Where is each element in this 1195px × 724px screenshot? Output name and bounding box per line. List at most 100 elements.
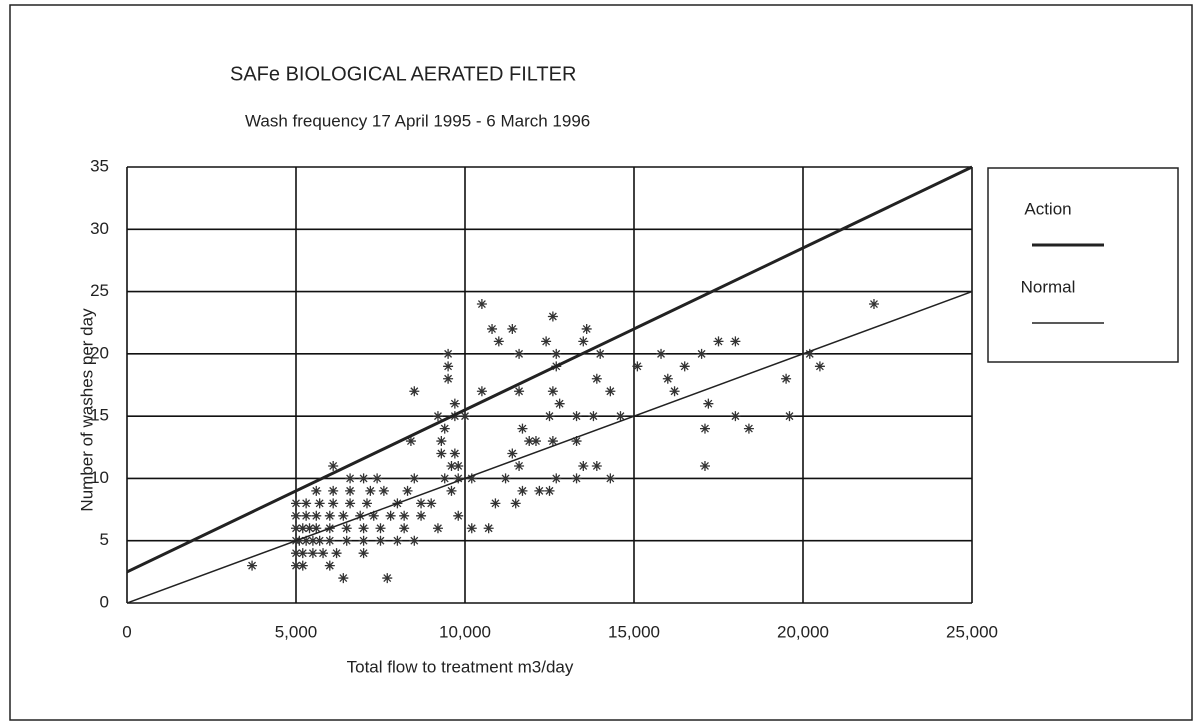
point [443,361,454,372]
chart-title: SAFe BIOLOGICAL AERATED FILTER [230,63,576,85]
point [449,448,460,459]
point [324,560,335,571]
point [507,448,518,459]
point [426,498,437,509]
point [301,510,312,521]
point [554,398,565,409]
point [730,411,741,422]
point [443,373,454,384]
x-tick-label: 0 [122,622,131,641]
point [355,510,366,521]
point [375,535,386,546]
point [571,411,582,422]
y-tick-label: 15 [90,406,109,425]
point [578,460,589,471]
point [699,460,710,471]
point [466,473,477,484]
point [432,411,443,422]
point [605,473,616,484]
point [307,548,318,559]
point [345,498,356,509]
point [669,386,680,397]
point [544,411,555,422]
point [453,510,464,521]
point [301,498,312,509]
point [358,535,369,546]
point [446,460,457,471]
point [699,423,710,434]
point [814,361,825,372]
y-tick-label: 35 [90,156,109,175]
point [679,361,690,372]
point [547,311,558,322]
point [514,386,525,397]
point [297,560,308,571]
point [443,348,454,359]
point [466,523,477,534]
point [507,323,518,334]
point [541,336,552,347]
y-tick-label: 0 [100,592,109,611]
point [483,523,494,534]
point [345,473,356,484]
point [804,348,815,359]
point [409,473,420,484]
point [368,510,379,521]
x-tick-label: 20,000 [777,622,829,641]
point [517,485,528,496]
point [416,510,427,521]
point [743,423,754,434]
point [291,560,301,571]
point [358,523,369,534]
point [399,523,410,534]
series-line [126,165,973,574]
point [378,485,389,496]
point [547,436,558,447]
point [432,523,443,534]
point [307,535,318,546]
point [338,573,349,584]
point [517,423,528,434]
point [341,523,352,534]
y-tick-label: 10 [90,468,109,487]
point [493,336,504,347]
point [402,485,413,496]
point [324,535,335,546]
y-tick-label: 20 [90,343,109,362]
point [615,411,626,422]
legend [987,167,1179,363]
point [490,498,501,509]
point [297,548,308,559]
point [632,361,643,372]
y-tick-label: 25 [90,281,109,300]
point [405,436,416,447]
point [571,436,582,447]
point [591,373,602,384]
point [595,348,606,359]
y-axis-label: Number of washes per day [77,308,96,512]
point [439,423,450,434]
point [345,485,356,496]
point [436,448,447,459]
x-tick-label: 15,000 [608,622,660,641]
frame [9,4,1193,721]
point [551,348,562,359]
point [291,498,301,509]
y-tick-label: 30 [90,219,109,238]
point [453,460,464,471]
point [311,523,322,534]
point [301,535,312,546]
point [382,573,393,584]
point [656,348,667,359]
point [449,398,460,409]
point [328,460,339,471]
point [713,336,724,347]
point [311,510,322,521]
x-tick-label: 10,000 [439,622,491,641]
point [294,535,305,546]
point [375,523,386,534]
point [409,386,420,397]
point [530,436,541,447]
point [581,323,592,334]
